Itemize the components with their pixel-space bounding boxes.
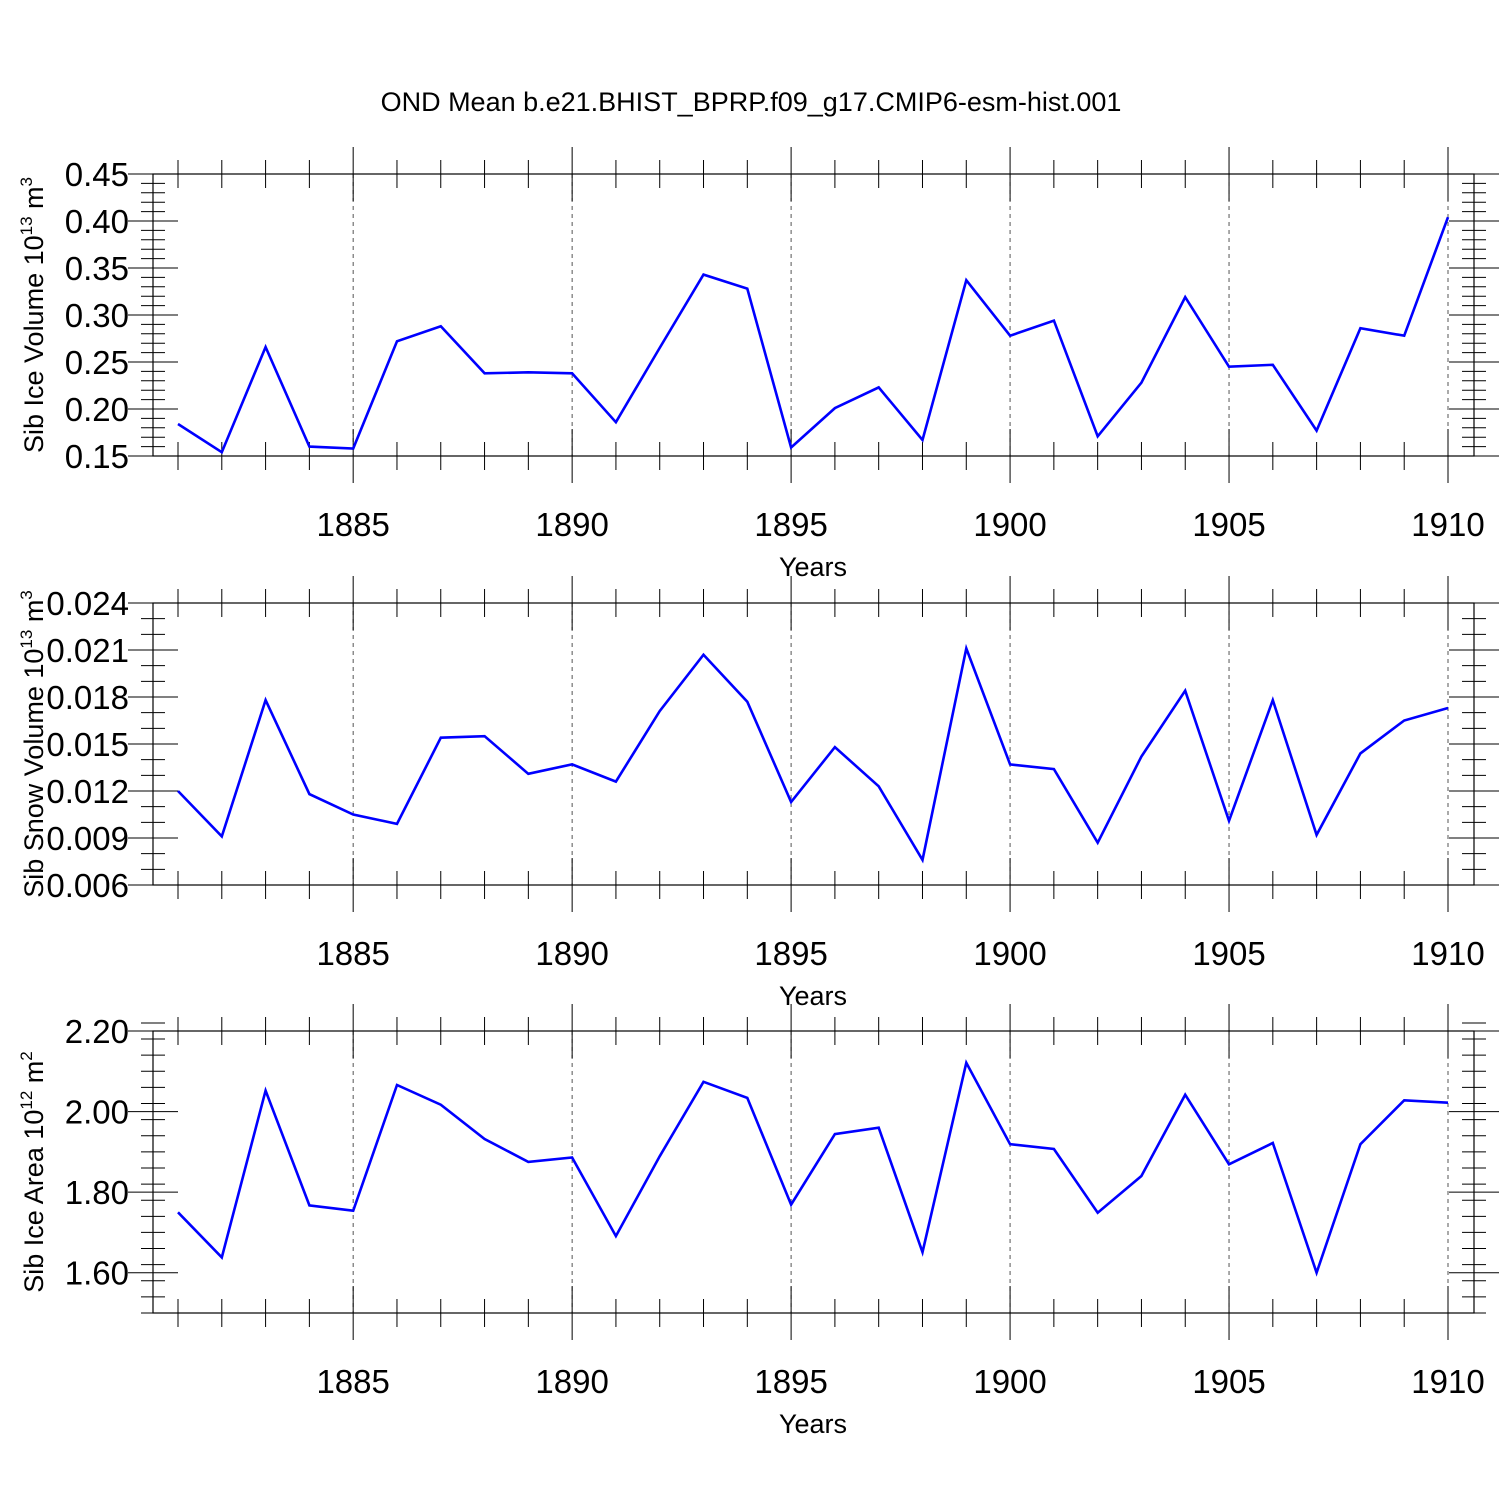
x-axis-label: Years — [779, 552, 847, 582]
series-line — [177, 643, 1449, 864]
x-tick-label: 1890 — [535, 1363, 608, 1400]
plot-frame — [152, 602, 1475, 886]
series-line — [177, 1059, 1449, 1277]
y-tick-label: 0.009 — [46, 820, 129, 857]
y-label-text: Sib Ice Volume 10 — [19, 235, 49, 453]
y-axis-label: Sib Ice Volume 1013 m3 — [17, 177, 49, 453]
y-tick-label: 0.006 — [46, 867, 129, 904]
x-tick-label: 1895 — [754, 506, 827, 543]
y-tick-label: 0.30 — [65, 297, 129, 334]
x-tick-label: 1890 — [535, 506, 608, 543]
panel-snow-volume: 1885 1890 1895 1900 1905 1910 Years 0.006 0.009 0… — [17, 576, 1499, 1011]
x-tick-label: 1885 — [316, 506, 389, 543]
x-tick-label: 1895 — [754, 935, 827, 972]
x-tick-label: 1905 — [1192, 506, 1265, 543]
y-label-text: Sib Snow Volume 10 — [19, 649, 49, 898]
y-tick-label: 1.60 — [65, 1255, 129, 1292]
y-label-exponent: 3 — [17, 177, 36, 186]
y-axis-label: Sib Snow Volume 1013 m3 — [17, 590, 49, 898]
x-tick-label: 1900 — [973, 506, 1046, 543]
y-tick-label: 0.40 — [65, 203, 129, 240]
x-tick-label: 1910 — [1411, 935, 1484, 972]
x-tick-label: 1900 — [973, 1363, 1046, 1400]
y-tick-label: 0.024 — [46, 585, 129, 622]
y-tick-label: 0.20 — [65, 391, 129, 428]
y-tick-label: 1.80 — [65, 1174, 129, 1211]
y-axis-label: Sib Ice Area 1012 m2 — [17, 1051, 49, 1293]
series-line — [177, 216, 1450, 455]
panel-ice-area: 1885 1890 1895 1900 1905 1910 Years 1.60 1.80 2.0… — [17, 1004, 1499, 1439]
x-tick-label: 1890 — [535, 935, 608, 972]
y-tick-label: 0.018 — [46, 679, 129, 716]
y-tick-label: 0.015 — [46, 726, 129, 763]
y-tick-label: 2.20 — [65, 1013, 129, 1050]
y-tick-label: 0.25 — [65, 344, 129, 381]
x-tick-label: 1905 — [1192, 935, 1265, 972]
y-tick-label: 2.00 — [65, 1094, 129, 1131]
y-tick-label: 0.021 — [46, 632, 129, 669]
x-tick-label: 1895 — [754, 1363, 827, 1400]
y-label-exponent: 12 — [17, 1091, 36, 1110]
x-tick-label: 1910 — [1411, 506, 1484, 543]
y-tick-label: 0.15 — [65, 438, 129, 475]
y-label-text: m — [19, 600, 49, 630]
y-tick-label: 0.35 — [65, 250, 129, 287]
y-label-exponent: 3 — [17, 590, 36, 599]
x-axis-label: Years — [779, 981, 847, 1011]
y-tick-label: 0.012 — [46, 773, 129, 810]
y-label-exponent: 13 — [17, 216, 36, 235]
chart-title: OND Mean b.e21.BHIST_BPRP.f09_g17.CMIP6-… — [381, 87, 1122, 117]
plot-frame — [152, 173, 1475, 457]
plot-frame — [152, 1030, 1475, 1314]
x-tick-label: 1900 — [973, 935, 1046, 972]
y-label-exponent: 13 — [17, 630, 36, 649]
x-tick-label: 1910 — [1411, 1363, 1484, 1400]
y-label-text: Sib Ice Area 10 — [19, 1110, 49, 1293]
y-label-text: m — [19, 1061, 49, 1091]
y-tick-label: 0.45 — [65, 156, 129, 193]
x-axis-label: Years — [779, 1409, 847, 1439]
y-label-exponent: 2 — [17, 1051, 36, 1060]
y-label-text: m — [19, 186, 49, 216]
x-tick-label: 1885 — [316, 935, 389, 972]
x-tick-label: 1905 — [1192, 1363, 1265, 1400]
panel-ice-volume: 1885 1890 1895 1900 1905 1910 Years 0.15 0.20 0.2… — [17, 147, 1499, 582]
x-tick-label: 1885 — [316, 1363, 389, 1400]
